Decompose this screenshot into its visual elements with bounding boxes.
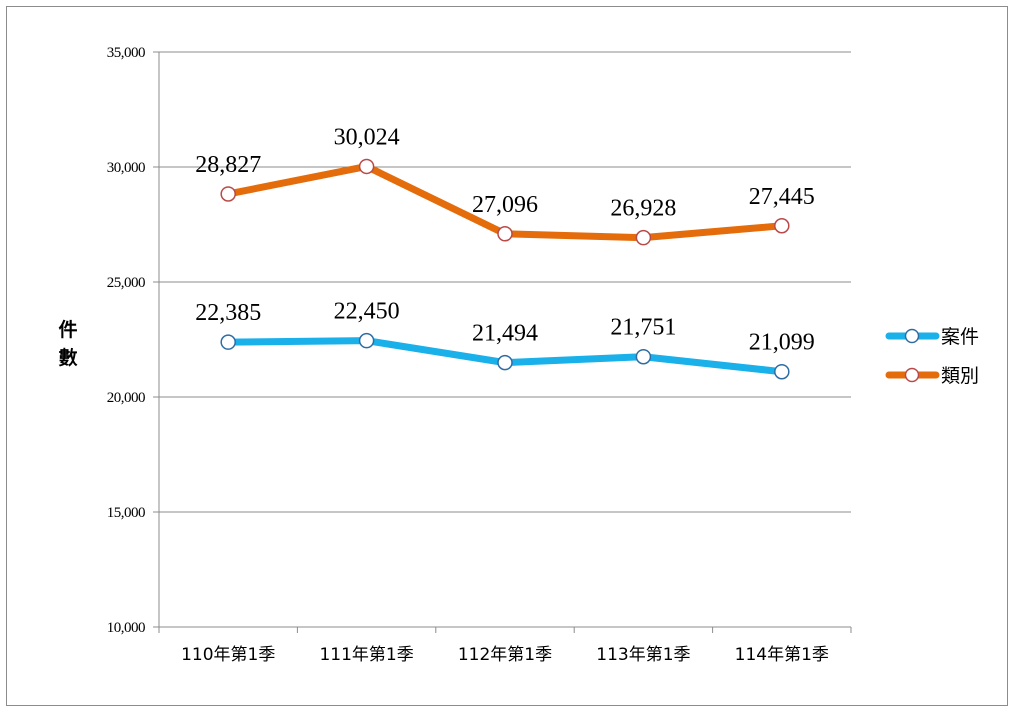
y-tick-label: 15,000 — [107, 505, 145, 521]
data-point — [635, 229, 652, 246]
x-tick-label: 114年第1季 — [735, 645, 829, 665]
x-tick-label: 111年第1季 — [319, 645, 413, 665]
data-label: 28,827 — [195, 152, 261, 178]
legend-label: 案件 — [941, 326, 979, 348]
data-label: 22,450 — [334, 299, 400, 325]
data-point — [220, 186, 236, 202]
x-tick-label: 113年第1季 — [596, 645, 690, 665]
y-tick-label: 35,000 — [107, 45, 145, 61]
y-tick-label: 10,000 — [107, 620, 145, 636]
data-label: 30,024 — [334, 124, 400, 150]
data-point — [497, 354, 513, 371]
data-point — [358, 158, 375, 175]
y-axis-label: 件 — [58, 318, 77, 341]
data-point — [358, 332, 375, 349]
data-point — [497, 226, 513, 242]
data-label: 26,928 — [610, 196, 676, 222]
legend-marker — [904, 367, 920, 383]
x-tick-label: 112年第1季 — [458, 645, 552, 665]
y-tick-label: 25,000 — [107, 275, 145, 291]
data-point — [774, 363, 790, 380]
data-label: 21,099 — [749, 330, 815, 356]
legend-marker — [904, 328, 920, 344]
data-label: 27,096 — [472, 192, 538, 218]
data-label: 27,445 — [749, 184, 815, 210]
data-label: 21,494 — [472, 321, 538, 347]
data-point — [774, 218, 790, 234]
data-label: 22,385 — [195, 300, 261, 326]
x-tick-label: 110年第1季 — [181, 645, 275, 665]
data-point — [635, 348, 652, 365]
data-label: 21,751 — [610, 315, 676, 341]
y-tick-label: 20,000 — [107, 390, 145, 406]
y-tick-label: 30,000 — [107, 160, 145, 176]
y-axis-label: 數 — [58, 347, 77, 369]
legend-label: 類別 — [941, 365, 979, 387]
data-point — [220, 334, 236, 350]
